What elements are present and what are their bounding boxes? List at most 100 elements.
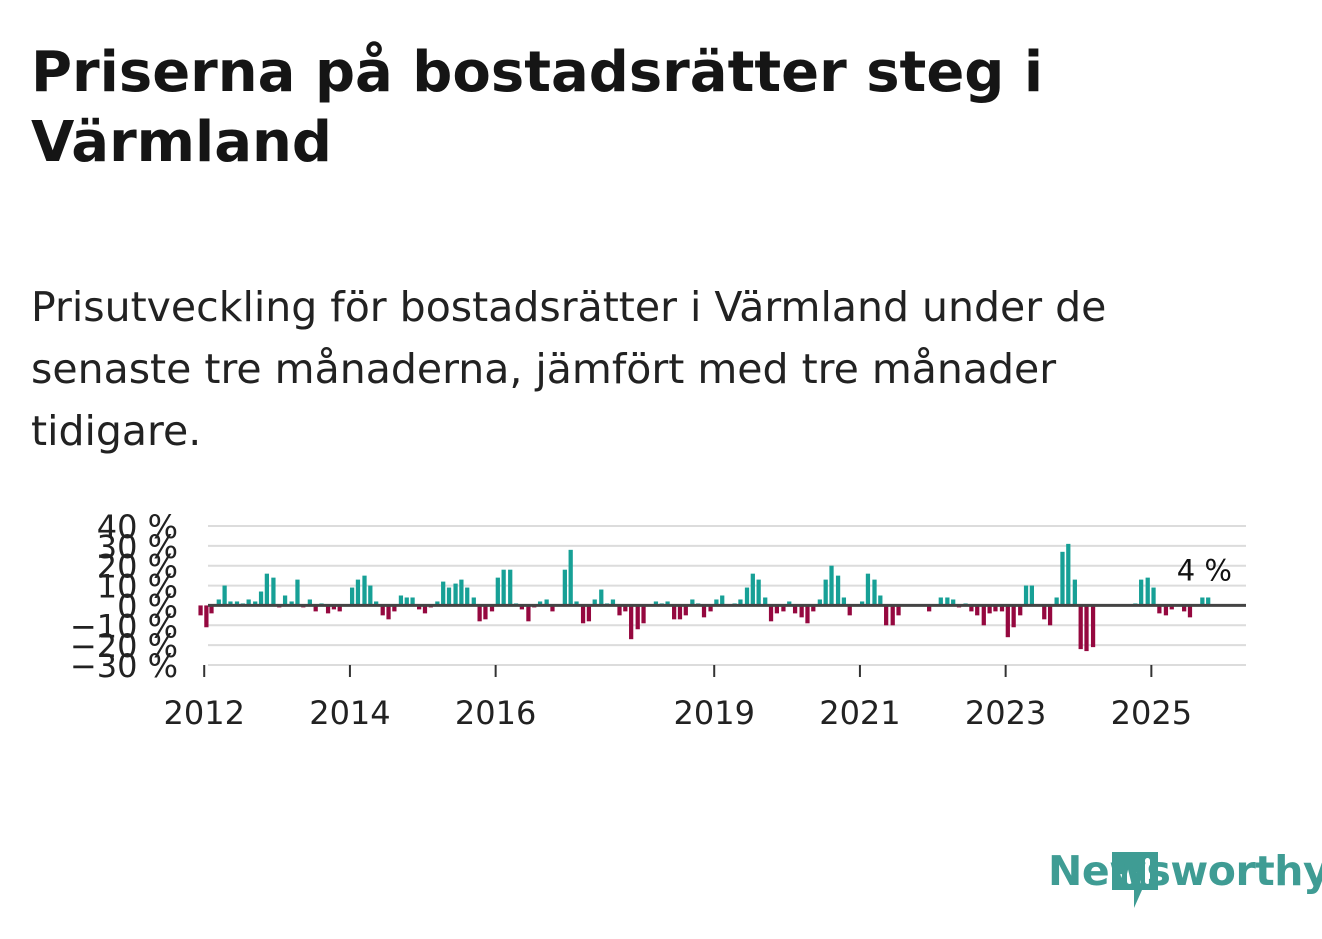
bar-negative (380, 605, 385, 616)
newsworthy-logo[interactable] (980, 848, 1300, 914)
bar-positive (282, 595, 288, 606)
bar-positive (841, 597, 847, 606)
bar-positive (228, 601, 233, 606)
bar-negative (677, 605, 683, 620)
bar-negative (1182, 605, 1187, 612)
bar-positive (574, 601, 579, 606)
bar-negative (489, 605, 495, 612)
bar-positive (562, 569, 567, 606)
bar-positive (404, 597, 409, 606)
bar-negative (701, 605, 707, 618)
bar-negative (993, 605, 998, 612)
bar-negative (1047, 605, 1053, 626)
y-tick-label: 30 % (97, 528, 178, 566)
bar-negative (884, 605, 889, 626)
bar-positive (374, 601, 379, 606)
bar-positive (355, 579, 361, 606)
logo-bar (1145, 858, 1150, 884)
bar-positive (610, 599, 616, 606)
bar-negative (209, 605, 214, 614)
bar-negative (1169, 605, 1174, 610)
bar-negative (1157, 605, 1162, 614)
bar-positive (951, 599, 956, 606)
bar-positive (307, 599, 312, 606)
bar-negative (422, 605, 428, 614)
bar-negative (896, 605, 901, 616)
bar-negative (890, 605, 895, 626)
bar-negative (969, 605, 974, 612)
x-tick-label: 2014 (309, 694, 390, 732)
bar-negative (1163, 605, 1169, 616)
bar-positive (1206, 597, 1211, 606)
bar-negative (1187, 605, 1193, 618)
bar-negative (927, 605, 932, 612)
bar-positive (508, 569, 513, 606)
bar-positive (787, 601, 792, 606)
bar-negative (805, 605, 810, 624)
bar-positive (465, 587, 470, 606)
bar-negative (526, 605, 531, 622)
bar-chart: 40 %30 %20 %10 %0 %−10 %−20 %−30 % 2012 2… (70, 508, 1246, 732)
bar-negative (1090, 605, 1096, 648)
bar-positive (653, 601, 659, 606)
bar-negative (198, 605, 203, 616)
bar-positive (295, 579, 300, 606)
bar-positive (264, 573, 269, 606)
y-tick-label: −30 % (70, 647, 178, 685)
chart-title: Priserna på bostadsrätter steg i Värmlan… (31, 40, 1044, 175)
bar-positive (859, 601, 865, 606)
logo-bar (1136, 871, 1141, 884)
bar-positive (592, 599, 597, 606)
bar-positive (258, 591, 264, 606)
bar-positive (234, 601, 240, 606)
bar-negative (386, 605, 391, 620)
logo-bar (1127, 868, 1132, 884)
bar-negative (204, 605, 209, 628)
bar-positive (599, 589, 604, 606)
bar-negative (999, 605, 1005, 612)
bar-positive (246, 599, 251, 606)
gridlines (208, 525, 1246, 666)
bar-negative (550, 605, 555, 612)
bar-negative (1011, 605, 1016, 628)
bar-positive (878, 595, 883, 606)
bar-positive (817, 599, 822, 606)
bar-positive (823, 579, 828, 606)
bar-positive (835, 575, 841, 606)
bar-positive (744, 587, 750, 606)
bar-negative (1042, 605, 1047, 620)
bar-positive (253, 601, 258, 606)
bar-positive (720, 595, 725, 606)
bar-negative (623, 605, 628, 612)
y-tick-label: 20 % (97, 548, 178, 586)
bar-negative (781, 605, 786, 612)
x-tick-label: 2016 (455, 694, 536, 732)
bar-positive (756, 579, 761, 606)
brand-name[interactable]: Newsworthy (1048, 847, 1322, 895)
bar-positive (1023, 585, 1029, 606)
bar-negative (987, 605, 992, 614)
bar-negative (792, 605, 798, 614)
bar-negative (337, 605, 342, 612)
bar-negative (325, 605, 331, 614)
bar-positive (349, 587, 355, 606)
bar-positive (222, 585, 227, 606)
bar-negative (641, 605, 646, 624)
bar-negative (1078, 605, 1083, 650)
bar-negative (483, 605, 488, 620)
bar-negative (635, 605, 640, 630)
bar-positive (1072, 579, 1077, 606)
bar-negative (981, 605, 986, 626)
x-tick-label: 2019 (673, 694, 754, 732)
bar-positive (435, 601, 440, 606)
bar-positive (495, 577, 500, 606)
bar-positive (763, 597, 768, 606)
bar-negative (629, 605, 634, 640)
bar-negative (975, 605, 980, 616)
bar-negative (847, 605, 852, 616)
bar-negative (477, 605, 482, 622)
bar-positive (829, 565, 834, 606)
bar-positive (362, 575, 367, 606)
latest-value-label: 4 % (1177, 553, 1232, 587)
bar-negative (580, 605, 586, 624)
